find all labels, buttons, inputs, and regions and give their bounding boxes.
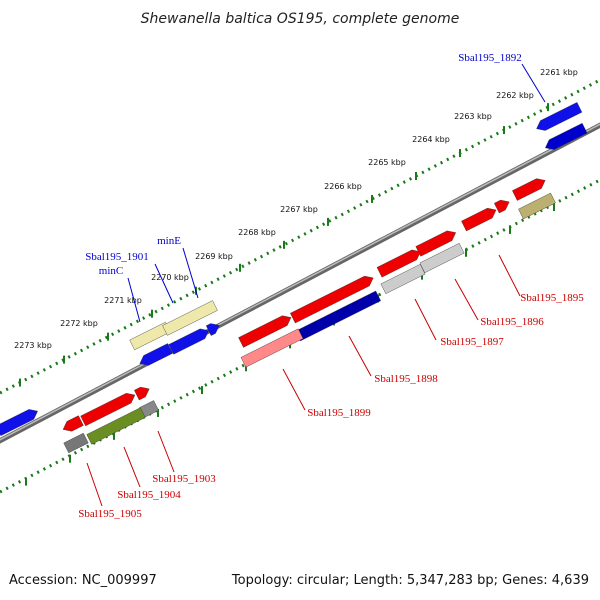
gene-red (238, 315, 292, 348)
gene-label-upper: Sbal195_1892 (458, 52, 522, 64)
tick-label: 2269 kbp (195, 252, 233, 261)
gene-blue (139, 343, 173, 366)
upper-track (0, 78, 600, 395)
label-leaders (86, 63, 546, 507)
gene-label-upper: minE (157, 235, 181, 247)
leader-line (154, 263, 174, 304)
map-title: Shewanella baltica OS195, complete genom… (141, 11, 460, 27)
gene-sbal195-1899 (240, 328, 304, 368)
tick-label: 2266 kbp (324, 182, 362, 191)
gene-label-lower: Sbal195_1895 (520, 292, 584, 304)
leader-line (454, 278, 479, 321)
gene-label-upper: Sbal195_1901 (85, 251, 149, 263)
gene-red (290, 275, 374, 324)
leader-line (282, 368, 306, 411)
gene-sbal195-1903 (80, 393, 136, 427)
tick-labels: 2261 kbp 2262 kbp 2263 kbp 2264 kbp 2265 kbp… (14, 68, 578, 350)
gene-sbal195-1892 (536, 102, 583, 131)
gene-label-upper: minC (99, 265, 123, 277)
gene-red (494, 199, 510, 214)
gene-red (134, 386, 150, 401)
leader-line (182, 247, 199, 299)
leader-line (157, 430, 175, 473)
backbone-line (0, 122, 600, 444)
gene-blue (0, 409, 38, 437)
leader-line (414, 298, 437, 341)
leader-line (86, 462, 103, 507)
gene-minc (162, 300, 218, 336)
gene-pseudo (518, 192, 556, 220)
leader-line (498, 254, 521, 297)
tick-label: 2263 kbp (454, 112, 492, 121)
gene-sbal195-1904 (86, 407, 146, 445)
gene-sbal195-1896 (419, 242, 465, 274)
gene-sbal195-1905 (63, 432, 89, 454)
gene-labels: Sbal195_1892 Sbal195_1901 minE minC Sbal195_… (78, 52, 584, 520)
gene-blue (205, 323, 220, 336)
track-lines (0, 78, 600, 494)
gene-label-lower: Sbal195_1903 (152, 473, 216, 485)
tick-label: 2268 kbp (238, 228, 276, 237)
gene-red (62, 415, 84, 432)
leader-line (127, 277, 141, 323)
gene-blue (545, 122, 588, 150)
tick-label: 2265 kbp (368, 158, 406, 167)
gene-red (376, 249, 421, 278)
tick-label: 2261 kbp (540, 68, 578, 77)
gene-label-lower: Sbal195_1897 (440, 336, 504, 348)
topology-text: Topology: circular; Length: 5,347,283 bp… (231, 573, 589, 588)
tick-label: 2264 kbp (412, 135, 450, 144)
gene-sbal195-1897 (380, 263, 426, 295)
gene-red (415, 230, 457, 257)
gene-label-lower: Sbal195_1896 (480, 316, 544, 328)
gene-label-lower: Sbal195_1898 (374, 373, 438, 385)
gene-red (512, 178, 546, 201)
tick-label: 2270 kbp (151, 273, 189, 282)
gene-mine (168, 328, 210, 355)
tick-label: 2273 kbp (14, 341, 52, 350)
gene-features (0, 102, 588, 454)
tick-label: 2262 kbp (496, 91, 534, 100)
tick-label: 2272 kbp (60, 319, 98, 328)
gene-sbal195-1895 (461, 207, 497, 232)
gene-label-lower: Sbal195_1904 (117, 489, 181, 501)
leader-line (521, 63, 546, 103)
leader-line (123, 446, 141, 488)
leader-line (348, 335, 372, 377)
tick-label: 2271 kbp (104, 296, 142, 305)
tick-label: 2267 kbp (280, 205, 318, 214)
gene-label-lower: Sbal195_1905 (78, 508, 142, 520)
backbone-highlight (0, 123, 600, 441)
gene-label-lower: Sbal195_1899 (307, 407, 371, 419)
accession-text: Accession: NC_009997 (9, 573, 157, 588)
